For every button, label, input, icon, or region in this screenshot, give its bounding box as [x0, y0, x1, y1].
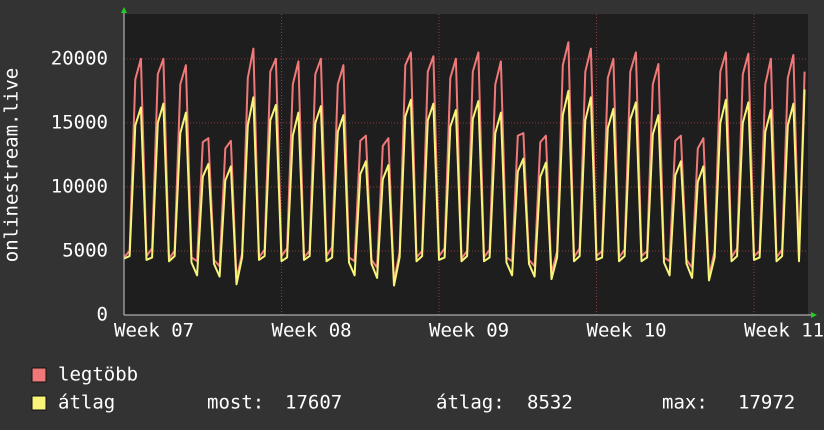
x-tick-label: Week 11 — [744, 320, 824, 342]
y-tick-label: 10000 — [51, 175, 108, 197]
y-arrow — [121, 7, 127, 13]
x-tick-label: Week 08 — [272, 320, 352, 342]
stat-value: 17972 — [738, 392, 795, 414]
x-tick-label: Week 09 — [429, 320, 509, 342]
stat-label: max: — [662, 392, 708, 414]
y-tick-label: 20000 — [51, 47, 108, 69]
legend-label: legtöbb — [58, 364, 138, 386]
legend-swatch — [31, 395, 47, 411]
stat-label: most: — [207, 392, 264, 414]
stat-value: 17607 — [285, 392, 342, 414]
x-tick-label: Week 10 — [587, 320, 667, 342]
x-tick-label: Week 07 — [114, 320, 194, 342]
legend-swatch — [31, 367, 47, 383]
y-tick-label: 5000 — [62, 239, 108, 261]
stat-label: átlag: — [436, 392, 505, 414]
y-axis-label: onlinestream.live — [1, 68, 23, 262]
series-line — [123, 41, 806, 283]
legend: legtöbb átlag most: 17607 átlag: 8532 max: 1797… — [31, 364, 795, 414]
plot-area — [124, 14, 808, 315]
x-arrow — [811, 312, 817, 318]
y-tick-label: 0 — [97, 304, 108, 326]
y-tick-label: 15000 — [51, 111, 108, 133]
stat-value: 8532 — [527, 392, 573, 414]
legend-label: átlag — [58, 392, 115, 414]
lines — [123, 41, 806, 287]
series-line — [123, 89, 806, 287]
